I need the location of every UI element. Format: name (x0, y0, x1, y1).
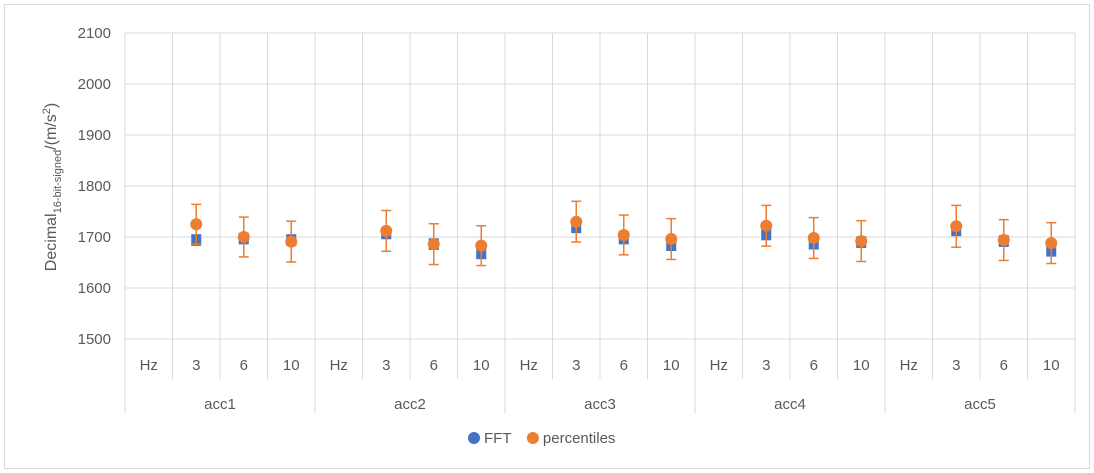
data-point (855, 235, 868, 248)
x-tick-label: Hz (140, 357, 158, 374)
axes: 1500 1600 1700 1800 1900 2000 2100 Hz 3 6 10 acc1 Hz… (78, 25, 1060, 413)
y-axis-title-subscript: 16-bit-signed (52, 150, 64, 214)
x-tick-label: Hz (520, 357, 538, 374)
x-tick-label: 6 (430, 357, 438, 374)
legend-marker (526, 432, 539, 444)
x-tick-label: 6 (810, 357, 818, 374)
x-tick-label: 10 (663, 357, 680, 374)
x-tick-label: 3 (192, 357, 200, 374)
y-axis-title: Decimal16-bit-signed/(m/s2) (41, 103, 64, 271)
data-point (760, 219, 773, 232)
data-point (285, 235, 298, 248)
y-axis-title-unit: /(m/s (43, 114, 60, 150)
data-point (570, 215, 583, 228)
x-group-label: acc1 (204, 396, 236, 413)
x-tick-label: 6 (240, 357, 248, 374)
x-tick-label: 10 (853, 357, 870, 374)
data-marks (190, 200, 1058, 267)
x-tick-label: Hz (330, 357, 348, 374)
data-point (950, 220, 963, 233)
x-tick-label: Hz (900, 357, 918, 374)
grid (124, 32, 1076, 413)
legend: FFT percentiles (468, 430, 615, 447)
y-axis-title-unit-sup: 2 (41, 108, 53, 114)
data-point (427, 238, 440, 251)
legend-label: percentiles (543, 430, 616, 447)
x-tick-label: 6 (620, 357, 628, 374)
x-tick-label: 10 (1043, 357, 1060, 374)
y-tick-label: 1600 (78, 280, 111, 297)
data-point (665, 233, 678, 246)
x-tick-label: 3 (382, 357, 390, 374)
x-tick-label: Hz (710, 357, 728, 374)
y-axis-title-main: Decimal (43, 213, 60, 271)
data-point (617, 228, 630, 241)
x-tick-label: 6 (1000, 357, 1008, 374)
data-point (807, 232, 820, 245)
data-point (475, 239, 488, 252)
data-point (380, 224, 393, 237)
y-tick-label: 1500 (78, 331, 111, 348)
x-tick-label: 3 (572, 357, 580, 374)
x-group-label: acc4 (774, 396, 806, 413)
x-group-label: acc3 (584, 396, 616, 413)
legend-marker (468, 432, 480, 444)
y-tick-label: 1800 (78, 178, 111, 195)
data-point (237, 231, 250, 243)
x-tick-label: 3 (762, 357, 770, 374)
y-tick-label: 1900 (78, 127, 111, 144)
legend-label: FFT (484, 430, 512, 447)
data-point (997, 234, 1010, 247)
y-tick-label: 2100 (78, 25, 111, 42)
data-point (190, 218, 203, 231)
y-tick-label: 2000 (78, 76, 111, 93)
y-tick-label: 1700 (78, 229, 111, 246)
data-point (1045, 237, 1058, 250)
x-group-label: acc5 (964, 396, 996, 413)
x-tick-label: 10 (283, 357, 300, 374)
x-group-label: acc2 (394, 396, 426, 413)
x-tick-label: 10 (473, 357, 490, 374)
x-tick-label: 3 (952, 357, 960, 374)
y-axis-title-unit-suffix: ) (43, 103, 60, 108)
